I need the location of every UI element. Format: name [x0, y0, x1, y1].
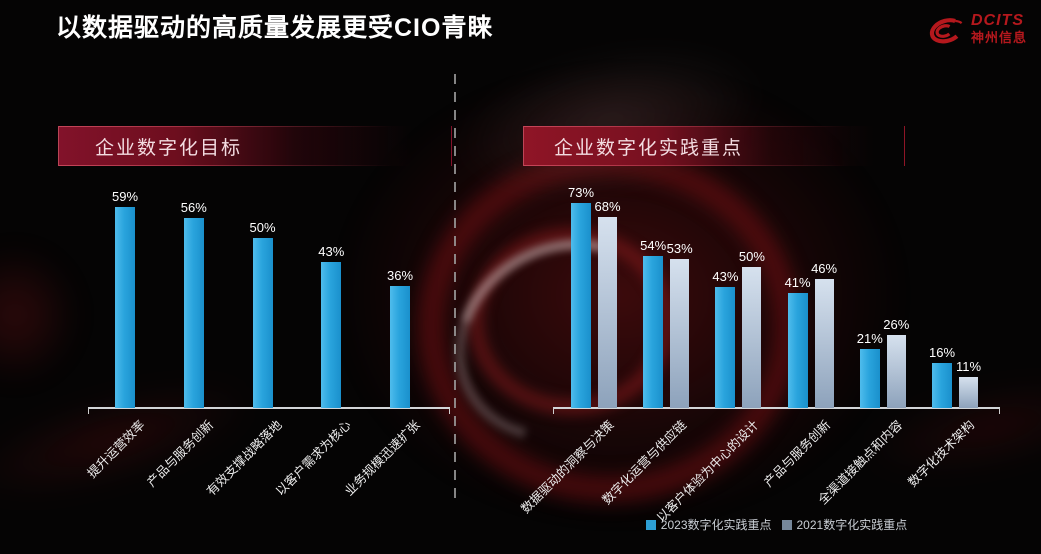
right-chart-header: 企业数字化实践重点: [523, 126, 905, 166]
bar-value-label: 36%: [386, 268, 414, 283]
category-label: 数字化技术架构: [905, 417, 978, 490]
bar-value-label: 50%: [249, 220, 276, 235]
bar-value-label: 73%: [567, 185, 595, 200]
bar: [115, 207, 135, 408]
bar: [932, 363, 952, 408]
bar: [643, 256, 664, 408]
left-chart-header: 企业数字化目标: [58, 126, 452, 166]
x-axis-line: [88, 407, 450, 409]
bar-value-label: 26%: [883, 317, 910, 332]
bar: [670, 259, 690, 408]
vertical-dashed-divider: [454, 74, 456, 498]
category-label: 产品与服务创新: [761, 417, 834, 490]
bar-value-label: 68%: [594, 199, 621, 214]
bar: [252, 238, 273, 408]
bar: [571, 203, 591, 408]
bar-value-label: 43%: [712, 269, 739, 284]
bar: [959, 377, 978, 408]
bar: [321, 262, 342, 408]
bar-value-label: 54%: [640, 238, 667, 253]
legend-swatch-2023: [645, 519, 656, 530]
bar-value-label: 43%: [318, 244, 345, 259]
bar-value-label: 21%: [856, 331, 883, 346]
legend-swatch-2021: [781, 519, 792, 530]
axis-tick: [999, 408, 1000, 414]
x-axis-line: [553, 407, 1000, 409]
logo-text: DCITS 神州信息: [971, 12, 1027, 45]
bar: [742, 267, 762, 408]
axis-tick: [449, 408, 450, 414]
bar-value-label: 16%: [928, 345, 956, 360]
category-label: 数据驱动的洞察与决策: [518, 417, 617, 517]
logo-company-text: 神州信息: [970, 30, 1027, 45]
bar-value-label: 59%: [111, 189, 139, 204]
bar: [814, 279, 834, 408]
left-chart-header-label: 企业数字化目标: [95, 137, 243, 159]
bar: [598, 217, 617, 408]
axis-tick: [88, 408, 89, 414]
swirl-logo-icon: [929, 18, 963, 44]
right-chart-header-label: 企业数字化实践重点: [554, 137, 744, 159]
company-logo: DCITS 神州信息: [922, 12, 1027, 50]
bar: [390, 286, 410, 408]
bar-value-label: 41%: [784, 275, 811, 290]
bar: [183, 218, 204, 408]
bar-value-label: 11%: [955, 359, 982, 374]
bar-value-label: 46%: [811, 261, 838, 276]
bar-value-label: 56%: [180, 200, 207, 215]
logo-brand-text: DCITS: [970, 12, 1024, 29]
bar: [715, 287, 736, 408]
legend-item-2021: 2021数字化实践重点: [781, 516, 908, 533]
page-title: 以数据驱动的高质量发展更受CIO青睐: [56, 14, 494, 42]
bar: [787, 293, 808, 408]
axis-tick: [553, 408, 554, 414]
bar: [859, 349, 880, 408]
legend-label-2023: 2023数字化实践重点: [660, 518, 772, 532]
legend-item-2023: 2023数字化实践重点: [645, 516, 772, 533]
legend-label-2021: 2021数字化实践重点: [796, 518, 908, 532]
chart-legend: 2023数字化实践重点 2021数字化实践重点: [553, 516, 1000, 533]
bar-value-label: 53%: [666, 241, 693, 256]
bar: [886, 335, 906, 408]
bar-value-label: 50%: [738, 249, 765, 264]
